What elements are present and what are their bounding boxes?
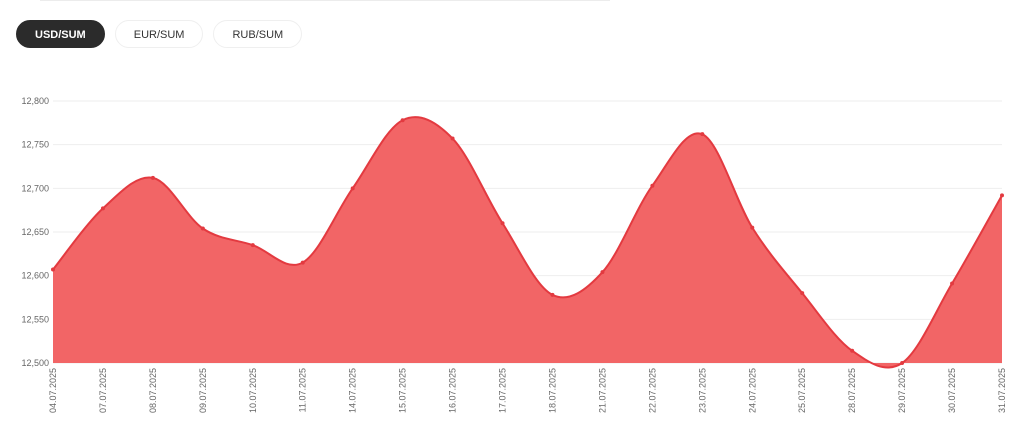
x-tick-label: 22.07.2025 bbox=[647, 368, 657, 413]
data-point bbox=[900, 361, 905, 365]
series-line bbox=[52, 116, 1003, 369]
y-tick-label: 12,550 bbox=[21, 314, 49, 324]
data-point bbox=[800, 291, 805, 296]
y-tick-label: 12,500 bbox=[21, 358, 49, 368]
data-point bbox=[400, 118, 405, 123]
x-tick-label: 24.07.2025 bbox=[747, 368, 757, 413]
x-tick-label: 14.07.2025 bbox=[348, 368, 358, 413]
tab-eur-sum[interactable]: EUR/SUM bbox=[114, 20, 204, 48]
x-tick-label: 07.07.2025 bbox=[98, 368, 108, 413]
data-point bbox=[500, 221, 505, 226]
x-tick-label: 10.07.2025 bbox=[248, 368, 258, 413]
x-tick-label: 30.07.2025 bbox=[947, 368, 957, 413]
x-tick-label: 11.07.2025 bbox=[298, 368, 308, 412]
x-tick-label: 25.07.2025 bbox=[797, 368, 807, 413]
x-tick-label: 23.07.2025 bbox=[697, 368, 707, 413]
x-tick-label: 08.07.2025 bbox=[148, 368, 158, 413]
x-tick-label: 04.07.2025 bbox=[48, 368, 58, 413]
data-point bbox=[51, 267, 55, 272]
data-point bbox=[750, 225, 755, 230]
data-point bbox=[950, 281, 955, 286]
data-point bbox=[100, 206, 105, 211]
x-tick-label: 29.07.2025 bbox=[897, 368, 907, 413]
x-tick-label: 17.07.2025 bbox=[498, 368, 508, 413]
x-tick-label: 18.07.2025 bbox=[547, 368, 557, 413]
x-tick-label: 31.07.2025 bbox=[997, 368, 1007, 413]
top-divider bbox=[40, 0, 610, 1]
y-tick-label: 12,800 bbox=[21, 96, 49, 106]
y-tick-label: 12,650 bbox=[21, 227, 49, 237]
data-point bbox=[850, 348, 855, 353]
x-tick-label: 09.07.2025 bbox=[198, 368, 208, 413]
tab-rub-sum[interactable]: RUB/SUM bbox=[213, 20, 303, 48]
data-point bbox=[1000, 193, 1004, 198]
y-tick-label: 12,750 bbox=[21, 140, 49, 150]
data-point bbox=[250, 243, 255, 248]
data-point bbox=[350, 186, 355, 191]
data-point bbox=[550, 292, 555, 297]
x-tick-label: 28.07.2025 bbox=[847, 368, 857, 413]
data-point bbox=[450, 136, 455, 141]
y-tick-label: 12,700 bbox=[21, 183, 49, 193]
x-tick-label: 21.07.2025 bbox=[597, 368, 607, 413]
data-point bbox=[150, 175, 155, 180]
tab-usd-sum[interactable]: USD/SUM bbox=[16, 20, 105, 48]
data-point bbox=[300, 260, 305, 265]
y-tick-label: 12,600 bbox=[21, 271, 49, 281]
data-point bbox=[600, 270, 605, 275]
data-point bbox=[700, 132, 705, 137]
x-tick-label: 15.07.2025 bbox=[398, 368, 408, 413]
data-point bbox=[200, 226, 205, 231]
data-point bbox=[650, 183, 655, 188]
area-fill bbox=[53, 117, 1002, 368]
x-tick-label: 16.07.2025 bbox=[448, 368, 458, 413]
currency-tabs: USD/SUM EUR/SUM RUB/SUM bbox=[16, 20, 303, 48]
